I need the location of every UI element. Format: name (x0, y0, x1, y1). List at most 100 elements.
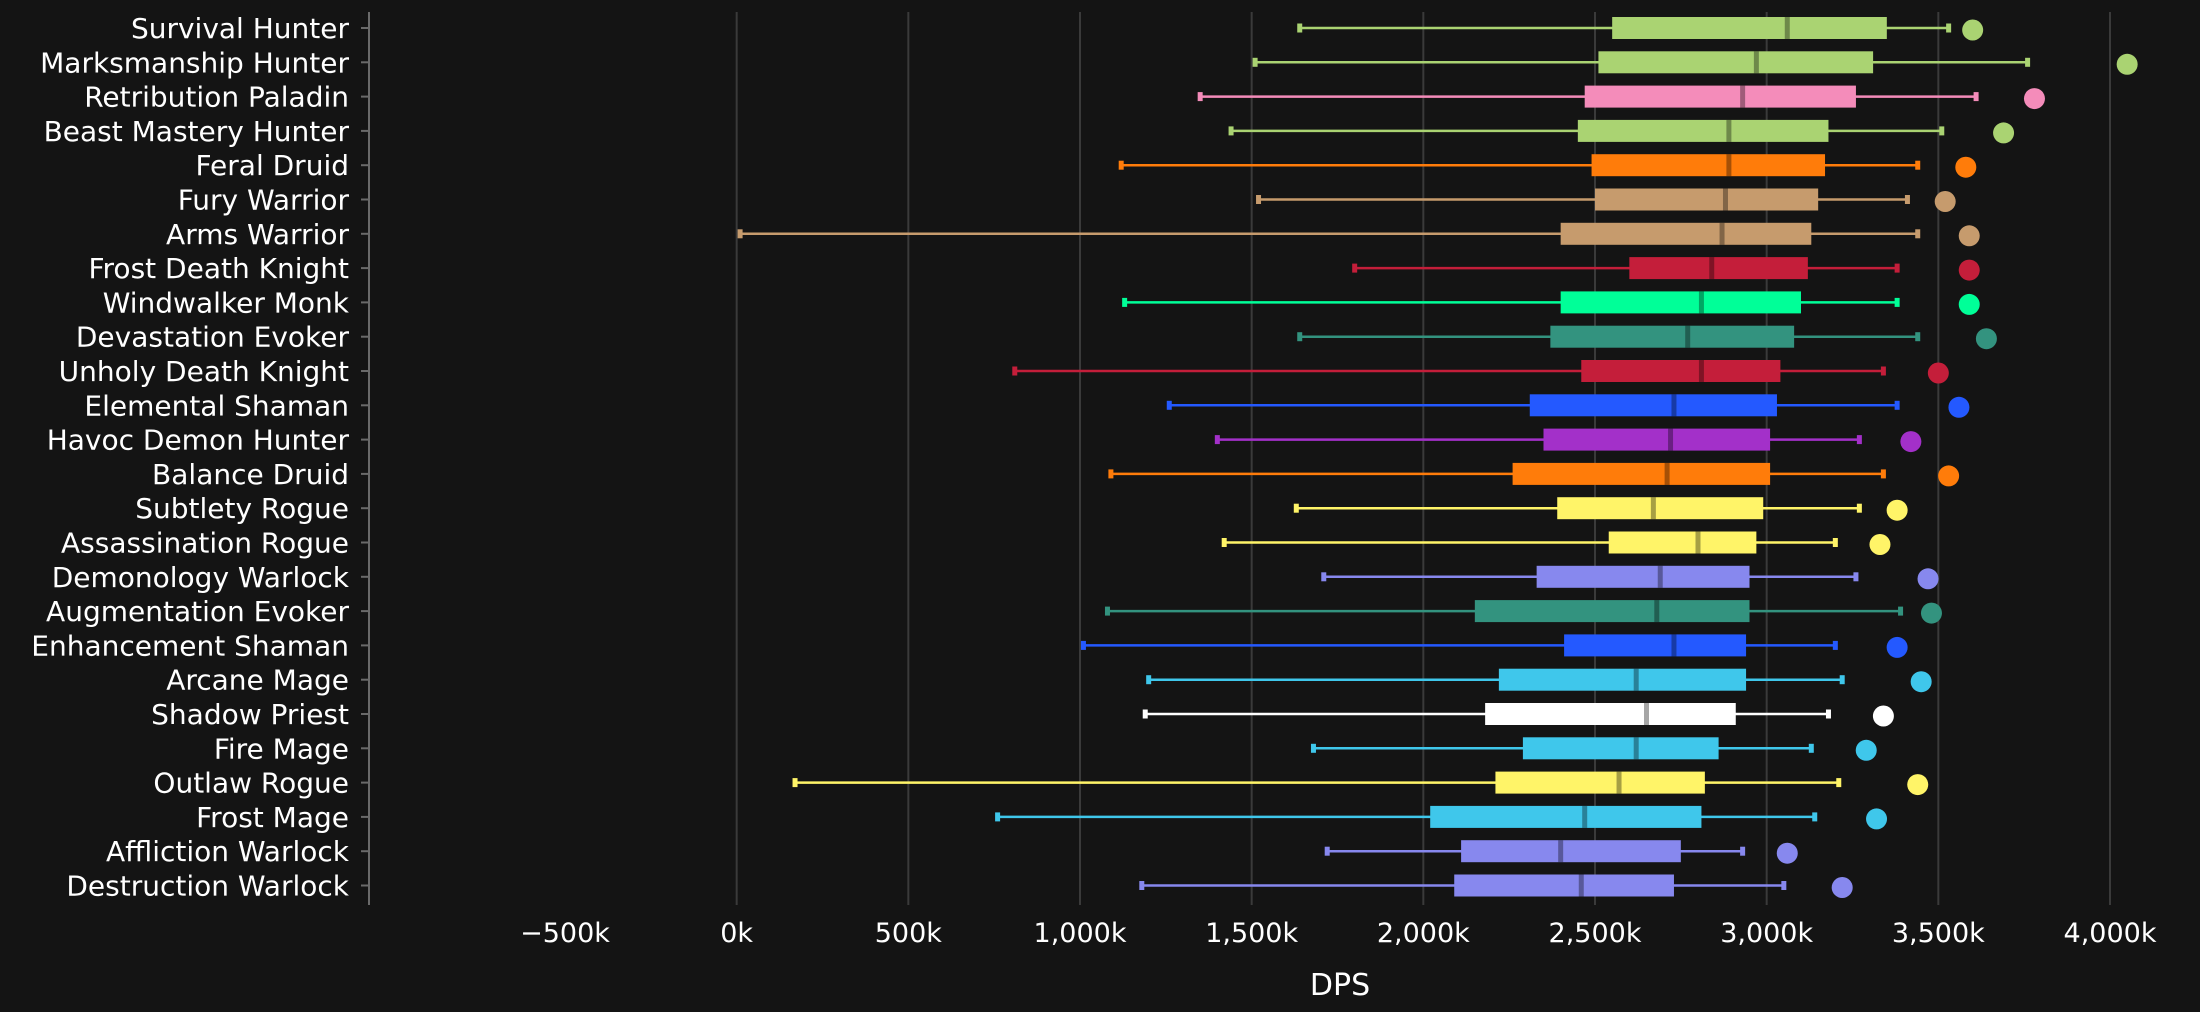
x-tick-label: 3,000k (1720, 918, 1813, 949)
whisker-max-cap (1946, 23, 1952, 33)
whisker-min-cap (737, 229, 743, 239)
outlier-point (1975, 328, 1997, 350)
iqr-box (1564, 634, 1747, 657)
iqr-box (1543, 428, 1771, 451)
box-row (1104, 600, 1942, 624)
outlier-point (1910, 671, 1932, 693)
iqr-box (1512, 462, 1771, 485)
box-row (1321, 565, 1939, 590)
whisker-max-cap (1856, 503, 1862, 513)
whisker-max-cap (2025, 57, 2031, 67)
category-label: Devastation Evoker (76, 321, 350, 354)
whisker-min-cap (1104, 606, 1110, 616)
median-line (1578, 874, 1584, 897)
box-row (1214, 428, 1922, 453)
iqr-box (1550, 325, 1795, 348)
outlier-point (1831, 877, 1853, 898)
median-line (1726, 154, 1732, 177)
box-row (1118, 154, 1977, 178)
median-line (1671, 394, 1677, 417)
category-label: Fury Warrior (178, 184, 350, 217)
whisker-max-cap (1825, 709, 1831, 719)
iqr-box (1584, 85, 1856, 108)
whisker-max-cap (1839, 675, 1845, 685)
category-label: Affliction Warlock (106, 835, 350, 868)
outlier-point (1886, 499, 1908, 521)
box-row (1139, 874, 1853, 898)
iqr-box (1495, 771, 1705, 794)
iqr-box (1612, 17, 1887, 39)
category-label: Elemental Shaman (84, 389, 349, 422)
whisker-min-cap (1197, 92, 1203, 102)
outlier-point (1920, 602, 1942, 624)
whisker-max-cap (1740, 846, 1746, 856)
median-line (1709, 257, 1715, 280)
category-label: Balance Druid (152, 458, 349, 491)
median-line (1695, 531, 1701, 554)
box-row (1142, 703, 1894, 727)
x-tick-label: 2,000k (1377, 918, 1470, 949)
whisker-min-cap (1297, 23, 1303, 33)
box-row (1166, 394, 1970, 418)
category-label: Frost Mage (196, 801, 349, 834)
median-line (1664, 462, 1670, 485)
outlier-point (2116, 53, 2138, 75)
whisker-min-cap (1012, 366, 1018, 376)
category-label: Assassination Rogue (61, 527, 349, 560)
category-label: Enhancement Shaman (31, 629, 349, 662)
outlier-point (1948, 396, 1970, 418)
outlier-point (1958, 259, 1980, 281)
outlier-point (1886, 636, 1908, 658)
outlier-point (1869, 534, 1891, 555)
median-line (1633, 668, 1639, 691)
box-row (1310, 737, 1877, 761)
whisker-min-cap (1310, 743, 1316, 753)
whisker-max-cap (1939, 126, 1945, 136)
outlier-point (1934, 191, 1956, 212)
category-label: Outlaw Rogue (153, 767, 349, 800)
median-line (1698, 291, 1704, 314)
box-series (737, 17, 2138, 898)
category-label: Frost Death Knight (88, 252, 349, 285)
whisker-max-cap (1880, 366, 1886, 376)
whisker-min-cap (1108, 469, 1114, 479)
x-tick-label: −500k (520, 918, 610, 949)
whisker-max-cap (1904, 195, 1910, 204)
grid-lines (735, 12, 2111, 905)
box-row (1122, 291, 1980, 315)
whisker-max-cap (1832, 538, 1838, 547)
category-label: Feral Druid (195, 149, 349, 182)
whisker-min-cap (792, 778, 798, 788)
iqr-box (1595, 188, 1819, 211)
median-line (1644, 703, 1649, 725)
outlier-point (1872, 705, 1894, 727)
category-label: Arcane Mage (166, 664, 349, 697)
whisker-max-cap (1812, 812, 1818, 822)
box-row (1012, 360, 1949, 384)
median-line (1558, 840, 1564, 863)
whisker-min-cap (1166, 400, 1172, 410)
iqr-box (1529, 394, 1777, 417)
y-axis (361, 12, 370, 905)
category-label: Subtlety Rogue (135, 492, 349, 525)
category-label: Fire Mage (214, 732, 349, 765)
whisker-min-cap (1321, 572, 1327, 582)
median-line (1753, 51, 1759, 74)
outlier-point (1938, 465, 1960, 487)
median-line (1784, 17, 1790, 39)
whisker-max-cap (1973, 92, 1979, 102)
box-row (1252, 51, 2138, 75)
box-row (737, 222, 1980, 247)
outlier-point (1927, 362, 1949, 384)
iqr-box (1577, 119, 1829, 142)
whisker-max-cap (1915, 332, 1921, 342)
whisker-max-cap (1894, 400, 1900, 410)
category-label: Retribution Paladin (84, 81, 349, 114)
box-row (1256, 188, 1956, 212)
x-tick-label: 1,500k (1205, 918, 1298, 949)
median-line (1722, 188, 1728, 211)
median-line (1654, 600, 1660, 623)
whisker-min-cap (1252, 57, 1258, 67)
box-row (1221, 531, 1891, 555)
outlier-point (1993, 122, 2015, 144)
